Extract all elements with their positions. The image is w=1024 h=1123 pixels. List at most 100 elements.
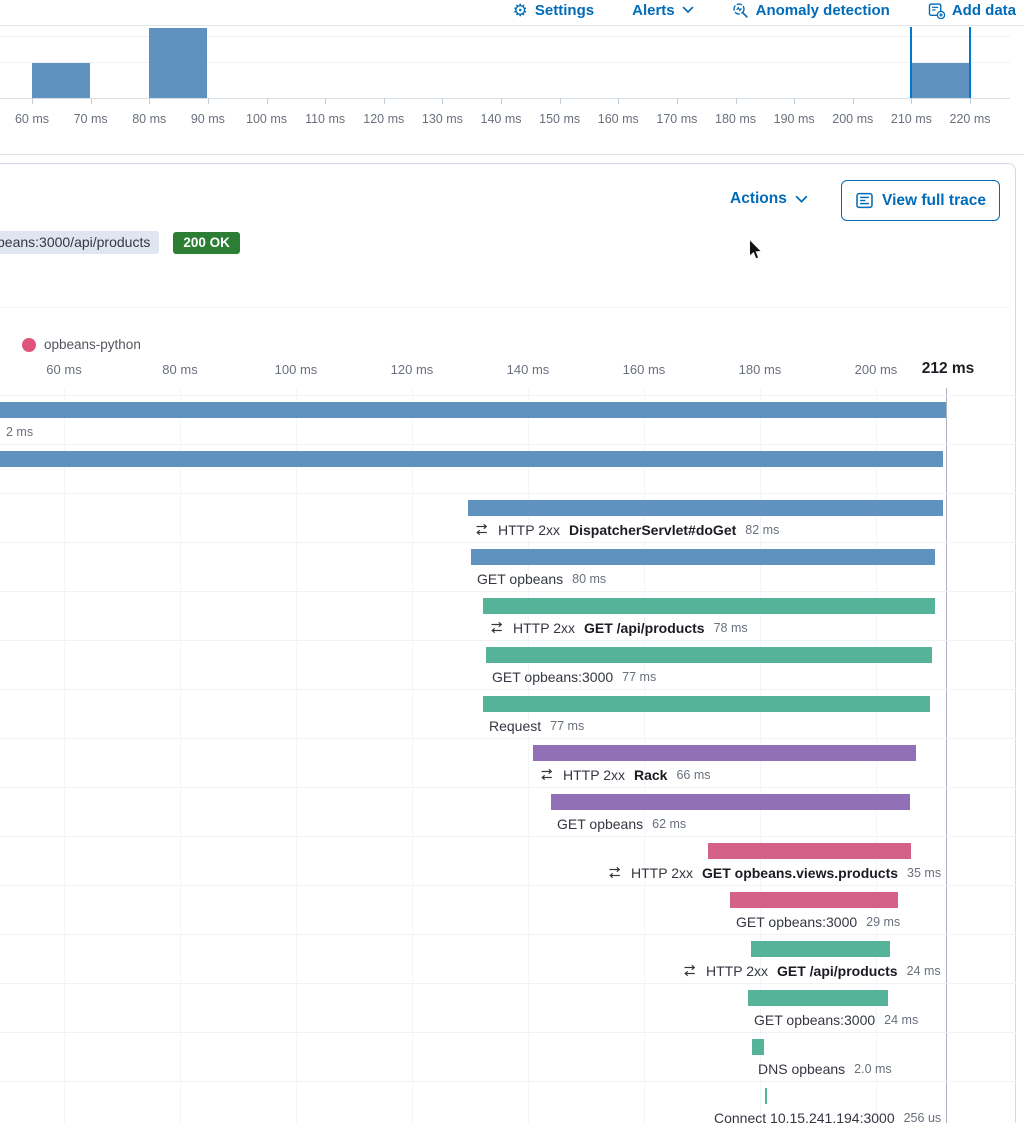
span-duration: 82 ms xyxy=(745,522,780,537)
span-bar[interactable] xyxy=(486,647,932,663)
histogram-bar[interactable] xyxy=(911,63,969,98)
histogram-tick xyxy=(32,98,33,104)
chevron-down-icon xyxy=(795,195,808,203)
span-label: HTTP 2xx GET /api/products 78 ms xyxy=(489,617,748,638)
waterfall-row: GET opbeans 62 ms xyxy=(0,787,1016,836)
span-name: Connect 10.15.241.194:3000 xyxy=(714,1109,895,1123)
trace-sample-panel xyxy=(0,163,1016,1123)
histogram-tick-label: 180 ms xyxy=(715,112,756,126)
histogram-tick xyxy=(911,98,913,104)
selection-handle[interactable] xyxy=(969,27,971,98)
alerts-label: Alerts xyxy=(632,1,675,19)
span-bar[interactable] xyxy=(0,402,946,418)
alerts-menu[interactable]: Alerts xyxy=(632,2,694,19)
anomaly-detection-icon xyxy=(732,2,748,18)
span-bar[interactable] xyxy=(765,1088,767,1104)
histogram-panel-bottom-border xyxy=(0,154,1024,155)
gear-icon: ⚙ xyxy=(512,0,528,20)
waterfall-row: Request 77 ms xyxy=(0,689,1016,738)
span-duration: 66 ms xyxy=(676,767,711,782)
anomaly-detection-button[interactable]: Anomaly detection xyxy=(732,2,890,19)
actions-menu[interactable]: Actions xyxy=(730,190,808,208)
status-badge: 200 OK xyxy=(173,231,240,254)
settings-button[interactable]: ⚙ Settings xyxy=(513,2,594,19)
timeline-guide-212 xyxy=(946,388,947,1123)
transaction-badges: beans:3000/api/products 200 OK xyxy=(0,231,240,254)
span-name: DNS opbeans xyxy=(758,1060,846,1077)
waterfall-row: GET opbeans:3000 77 ms xyxy=(0,640,1016,689)
histogram-tick xyxy=(325,98,327,104)
document-list-icon xyxy=(856,192,873,209)
span-bar[interactable] xyxy=(551,794,910,810)
waterfall-row: Connect 10.15.241.194:3000 256 us xyxy=(0,1081,1016,1123)
selection-handle[interactable] xyxy=(910,27,913,98)
waterfall-legend: opbeans-python xyxy=(22,337,141,352)
transaction-icon xyxy=(476,523,488,536)
waterfall-row: HTTP 2xx Rack 66 ms xyxy=(0,738,1016,787)
latency-distribution-chart: 60 ms 70 ms 80 ms 90 ms 100 ms 110 ms 120 ms 13… xyxy=(0,0,1024,155)
timeline-tick-label: 200 ms xyxy=(854,362,898,377)
histogram-baseline xyxy=(0,98,1010,99)
transaction-icon xyxy=(491,621,503,634)
transaction-bar[interactable] xyxy=(751,941,890,957)
span-name: Rack xyxy=(633,766,668,783)
transaction-bar[interactable] xyxy=(468,500,943,516)
histogram-tick-label: 110 ms xyxy=(305,112,346,126)
histogram-tick xyxy=(852,98,854,104)
histogram-tick xyxy=(207,98,209,104)
waterfall-row: GET opbeans:3000 29 ms xyxy=(0,885,1016,934)
histogram-tick xyxy=(501,98,502,104)
span-bar[interactable] xyxy=(483,696,930,712)
add-data-button[interactable]: Add data xyxy=(928,2,1016,19)
span-duration: 77 ms xyxy=(550,718,585,733)
span-label: GET opbeans:3000 29 ms xyxy=(736,911,900,932)
histogram-tick-label: 200 ms xyxy=(832,112,874,126)
histogram-tick-label: 140 ms xyxy=(480,112,522,126)
histogram-tick xyxy=(735,98,737,104)
histogram-tick-label: 90 ms xyxy=(190,112,225,126)
histogram-tick-label: 60 ms xyxy=(14,112,50,126)
span-bar[interactable] xyxy=(730,892,898,908)
histogram-gridline xyxy=(0,36,1010,37)
histogram-bar[interactable] xyxy=(32,63,90,98)
histogram-tick-label: 190 ms xyxy=(773,112,815,126)
histogram-tick-label: 210 ms xyxy=(890,112,932,126)
span-name: GET /api/products xyxy=(776,962,898,979)
span-bar[interactable] xyxy=(0,451,943,467)
trace-waterfall: 2 ms HTTP 2xx DispatcherServlet#doGet 82 ms… xyxy=(0,388,1016,1123)
histogram-tick xyxy=(90,98,92,104)
timeline-tick-label: 120 ms xyxy=(390,362,434,377)
span-duration: 77 ms xyxy=(622,669,657,684)
waterfall-row xyxy=(0,444,1016,493)
span-label: Connect 10.15.241.194:3000 256 us xyxy=(714,1107,941,1123)
span-bar[interactable] xyxy=(471,549,935,565)
histogram-bar[interactable] xyxy=(149,28,207,98)
span-bar[interactable] xyxy=(752,1039,764,1055)
histogram-tick-label: 70 ms xyxy=(73,112,108,126)
histogram-tick-label: 160 ms xyxy=(597,112,639,126)
waterfall-row: 2 ms xyxy=(0,395,1016,444)
toolbar-divider xyxy=(0,25,1024,26)
mouse-cursor xyxy=(748,238,764,260)
transaction-bar[interactable] xyxy=(483,598,935,614)
span-label: 2 ms xyxy=(6,421,33,442)
span-name: GET opbeans:3000 xyxy=(754,1011,876,1028)
histogram-tick xyxy=(559,98,561,104)
section-divider xyxy=(0,307,1010,308)
waterfall-row: GET opbeans:3000 24 ms xyxy=(0,983,1016,1032)
http-result-badge: HTTP 2xx xyxy=(513,619,575,636)
view-full-trace-button[interactable]: View full trace xyxy=(841,180,1000,221)
span-duration: 24 ms xyxy=(884,1012,919,1027)
transaction-bar[interactable] xyxy=(708,843,911,859)
actions-label: Actions xyxy=(730,190,787,207)
url-badge: beans:3000/api/products xyxy=(0,231,160,254)
span-bar[interactable] xyxy=(748,990,888,1006)
span-duration: 2 ms xyxy=(6,424,34,439)
top-toolbar: ⚙ Settings Alerts Anomaly detection xyxy=(513,0,1016,23)
waterfall-row: HTTP 2xx GET opbeans.views.products 35 ms xyxy=(0,836,1016,885)
span-name: Request xyxy=(489,717,542,734)
http-result-badge: HTTP 2xx xyxy=(631,864,693,881)
transaction-bar[interactable] xyxy=(533,745,916,761)
transaction-icon xyxy=(541,768,553,781)
